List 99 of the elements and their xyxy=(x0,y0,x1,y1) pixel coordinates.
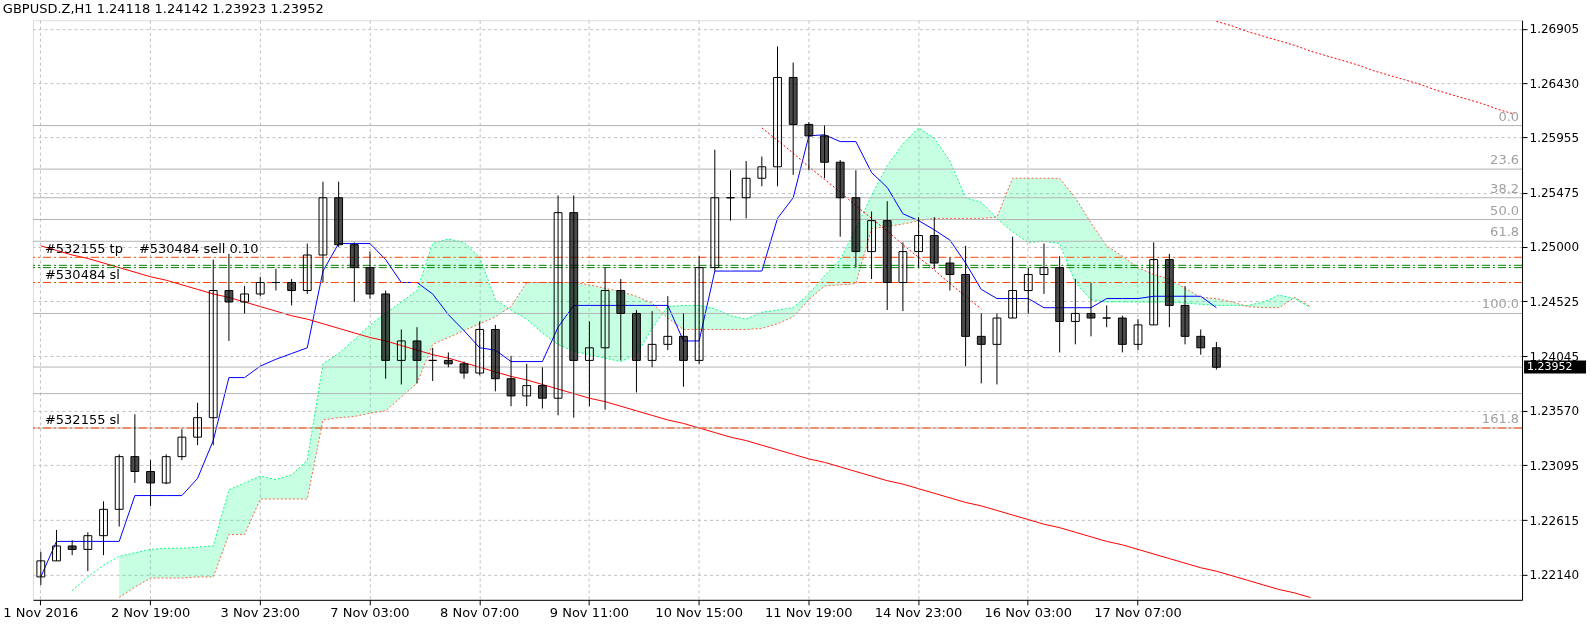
candlestick xyxy=(396,328,406,385)
x-tick-label: 7 Nov 03:00 xyxy=(330,605,410,621)
candlestick xyxy=(114,453,124,528)
candlestick xyxy=(67,539,77,556)
candlestick xyxy=(255,276,265,297)
annotation: 50.0 xyxy=(1490,202,1520,218)
candlestick xyxy=(287,278,297,306)
candlestick xyxy=(381,290,391,380)
candlestick xyxy=(1133,318,1143,351)
candlestick xyxy=(522,363,532,407)
candlestick xyxy=(867,210,876,280)
candlestick xyxy=(83,531,93,572)
y-tick-label: 1.25955 xyxy=(1529,131,1580,146)
candlestick xyxy=(757,156,767,187)
y-tick-label: 1.23095 xyxy=(1529,458,1580,473)
candlestick xyxy=(773,46,782,187)
candlestick xyxy=(710,149,720,272)
candlestick xyxy=(365,251,375,300)
x-tick-label: 2 Nov 19:00 xyxy=(110,605,191,621)
candlestick xyxy=(741,160,751,219)
annotation: 100.0 xyxy=(1481,296,1520,312)
candlestick xyxy=(616,278,626,361)
candlestick xyxy=(193,402,202,446)
x-tick-label: 17 Nov 07:00 xyxy=(1094,605,1182,621)
candlestick xyxy=(882,200,892,311)
y-tick-label: 1.22140 xyxy=(1529,568,1580,583)
candlestick xyxy=(553,194,563,416)
candlestick xyxy=(1180,285,1190,345)
candlestick xyxy=(1086,282,1096,337)
candlestick xyxy=(412,326,422,384)
candlestick xyxy=(537,366,547,410)
candlestick xyxy=(1211,341,1221,371)
candlestick xyxy=(459,361,469,380)
candlestick xyxy=(1070,278,1080,345)
candlestick xyxy=(1008,236,1018,319)
candlestick xyxy=(632,309,641,393)
candlestick xyxy=(788,62,798,176)
y-tick-label: 1.24525 xyxy=(1529,294,1580,309)
x-tick-label: 8 Nov 07:00 xyxy=(440,605,520,621)
x-tick-label: 16 Nov 03:00 xyxy=(984,605,1073,621)
annotation: 61.8 xyxy=(1490,224,1520,240)
candlestick xyxy=(161,453,171,485)
candlestick xyxy=(506,355,516,407)
annotation: 161.8 xyxy=(1481,410,1520,426)
candlestick xyxy=(820,125,829,179)
x-tick-label: 9 Nov 11:00 xyxy=(549,605,630,621)
ref-line-label: #532155 sl xyxy=(44,411,120,427)
candlestick xyxy=(569,194,579,419)
candlestick xyxy=(475,320,485,376)
y-tick-label: 1.23570 xyxy=(1529,404,1580,419)
annotation: 0.0 xyxy=(1498,108,1520,124)
candlestick xyxy=(99,500,108,556)
candlestick xyxy=(976,312,986,384)
ref-line-label: #532155 tp xyxy=(44,241,123,257)
x-tick-label: 3 Nov 23:00 xyxy=(220,605,300,621)
candlestick xyxy=(334,181,344,248)
candlestick xyxy=(961,245,971,367)
candlestick xyxy=(694,255,704,365)
candlestick xyxy=(1117,315,1127,353)
x-tick-label: 1 Nov 2016 xyxy=(3,605,79,621)
y-tick-label: 1.22615 xyxy=(1529,513,1580,528)
candlestick xyxy=(36,551,46,586)
candlestick xyxy=(898,241,908,312)
candlestick xyxy=(1055,255,1065,353)
y-tick-label: 1.25475 xyxy=(1529,186,1580,201)
line-series xyxy=(761,127,982,310)
candlestick xyxy=(146,459,155,507)
candlestick xyxy=(600,267,610,411)
ref-line-label: #530484 sl xyxy=(44,266,120,282)
candlestick xyxy=(52,529,61,562)
candlestick xyxy=(490,324,500,392)
candlestick xyxy=(647,310,657,368)
candlestick xyxy=(302,243,312,295)
x-tick-label: 14 Nov 23:00 xyxy=(874,605,963,621)
candlestick xyxy=(585,320,594,407)
candlestick xyxy=(1039,243,1049,295)
x-tick-label: 11 Nov 19:00 xyxy=(765,605,853,621)
x-tick-label: 10 Nov 15:00 xyxy=(655,605,743,621)
candlestick xyxy=(1023,267,1033,314)
candlestick xyxy=(318,181,328,284)
candlestick xyxy=(177,428,187,461)
y-tick-label: 1.25000 xyxy=(1529,240,1580,255)
annotation: 38.2 xyxy=(1490,180,1520,196)
candlestick xyxy=(663,295,673,351)
line-series xyxy=(40,245,1311,599)
y-tick-label: 1.26905 xyxy=(1529,22,1580,37)
candlestick xyxy=(914,216,923,269)
candlestick xyxy=(929,216,939,270)
chart-title: GBPUSD.Z,H1 1.24118 1.24142 1.23923 1.23952 xyxy=(2,1,324,17)
candlestick xyxy=(349,241,359,303)
candlestick xyxy=(992,312,1002,385)
candlestick xyxy=(208,259,218,446)
y-tick-label: 1.26430 xyxy=(1529,76,1580,91)
candlestick xyxy=(1149,241,1159,326)
ref-line-label: #530484 sell 0.10 xyxy=(138,241,259,257)
annotation: 23.6 xyxy=(1490,152,1520,168)
candlestick xyxy=(240,285,249,314)
candlestick xyxy=(1164,253,1174,328)
candlestick xyxy=(679,312,688,388)
